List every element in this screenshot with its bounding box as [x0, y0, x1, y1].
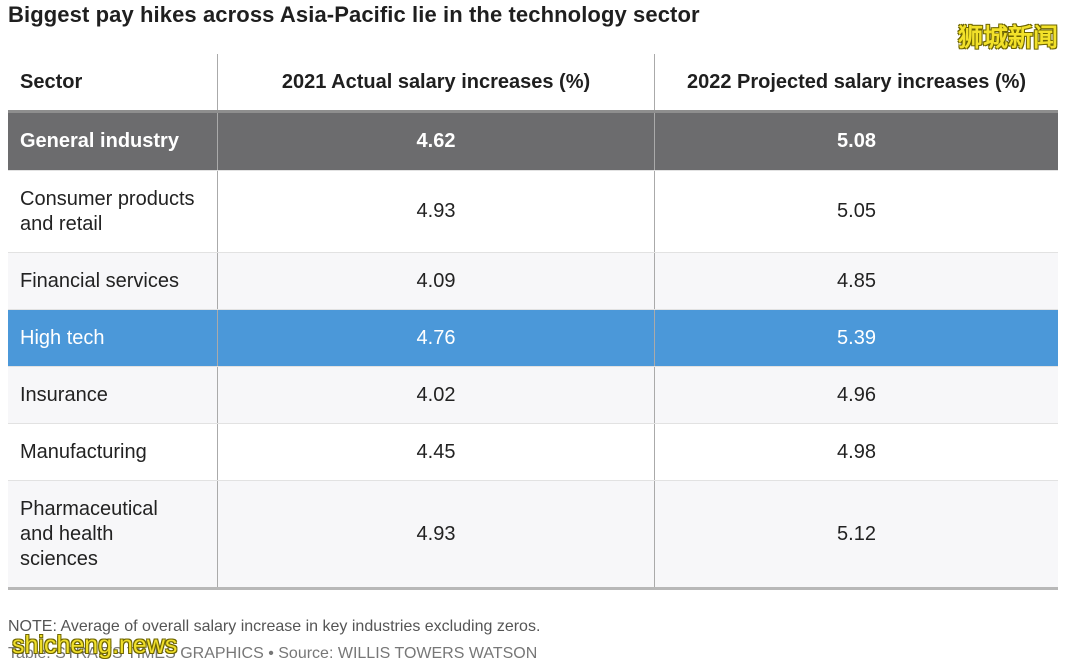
- row-sector: Manufacturing: [8, 424, 218, 480]
- salary-table: Sector 2021 Actual salary increases (%) …: [8, 54, 1058, 590]
- row-sector: Insurance: [8, 367, 218, 423]
- row-sector: Consumer products and retail: [8, 171, 218, 252]
- row-sector: General industry: [8, 113, 218, 170]
- row-2022-value: 5.39: [837, 326, 876, 349]
- watermark-logo-bottom: shicheng.news: [12, 631, 178, 659]
- row-2021-value: 4.93: [218, 171, 655, 252]
- watermark-logo-top: 狮城新闻: [957, 24, 1058, 52]
- row-2022-value: 4.85: [837, 269, 876, 292]
- table-row-consumer-products: Consumer products and retail 4.93 5.05: [8, 170, 1058, 252]
- chart-title: Biggest pay hikes across Asia-Pacific li…: [8, 2, 700, 27]
- row-2022-value: 4.96: [837, 383, 876, 406]
- table-row-high-tech: High tech 4.76 5.39: [8, 309, 1058, 366]
- table-source: Table: STRAITS TIMES GRAPHICS • Source: …: [8, 645, 538, 662]
- row-2021-value: 4.09: [218, 253, 655, 309]
- table-header-row: Sector 2021 Actual salary increases (%) …: [8, 54, 1058, 113]
- row-2021-value: 4.76: [218, 310, 655, 366]
- row-2022-value: 5.08: [837, 130, 876, 152]
- header-2022-projected: 2022 Projected salary increases (%): [686, 70, 1027, 93]
- row-sector: High tech: [8, 310, 218, 366]
- row-2022-value: 5.12: [837, 522, 876, 545]
- row-2021-value: 4.62: [218, 113, 655, 170]
- table-row-insurance: Insurance 4.02 4.96: [8, 366, 1058, 423]
- table-row-pharmaceutical: Pharmaceutical and health sciences 4.93 …: [8, 480, 1058, 587]
- table-row-manufacturing: Manufacturing 4.45 4.98: [8, 423, 1058, 480]
- row-sector: Pharmaceutical and health sciences: [8, 481, 218, 587]
- header-2021-actual: 2021 Actual salary increases (%): [218, 54, 655, 110]
- table-row-general-industry: General industry 4.62 5.08: [8, 113, 1058, 170]
- row-2021-value: 4.45: [218, 424, 655, 480]
- row-2022-value: 5.05: [837, 200, 876, 222]
- row-2021-value: 4.02: [218, 367, 655, 423]
- row-sector: Financial services: [8, 253, 218, 309]
- row-2022-value: 4.98: [837, 440, 876, 463]
- header-sector: Sector: [8, 54, 218, 110]
- row-2021-value: 4.93: [218, 481, 655, 587]
- table-note: NOTE: Average of overall salary increase…: [8, 618, 541, 635]
- table-row-financial-services: Financial services 4.09 4.85: [8, 252, 1058, 309]
